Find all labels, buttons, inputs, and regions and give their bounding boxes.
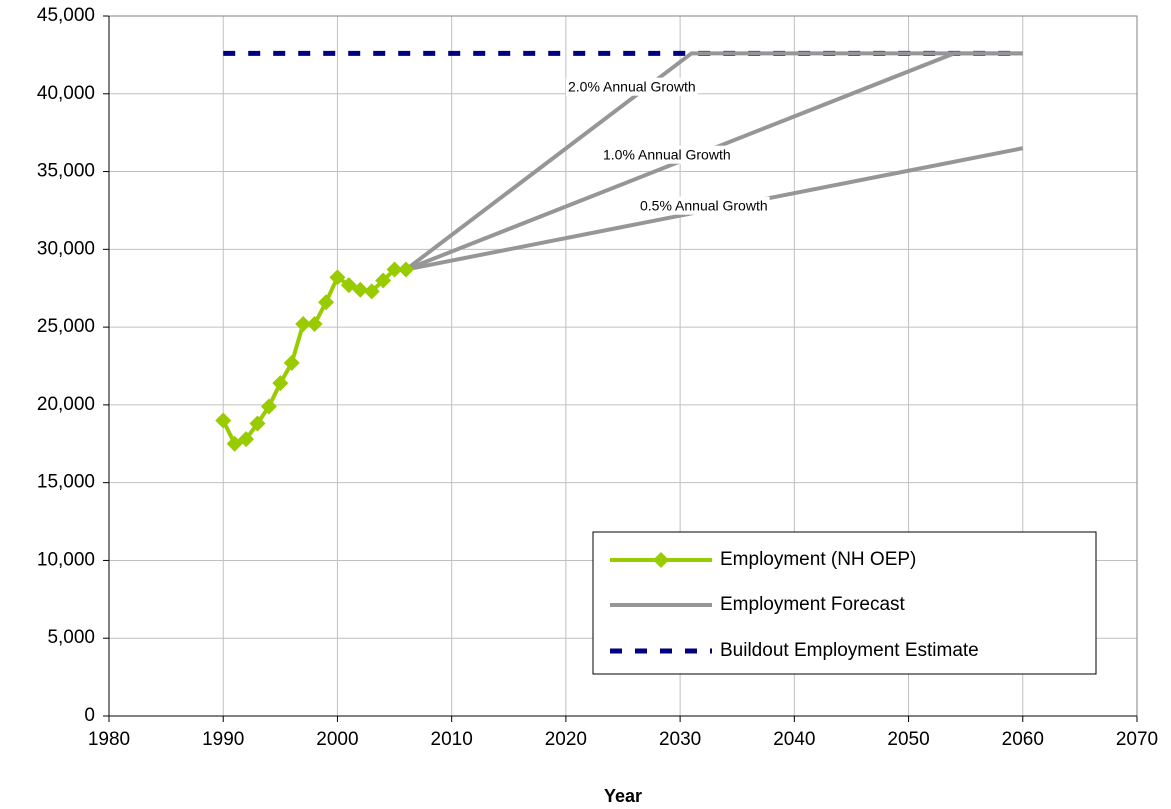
employment-marker <box>352 281 369 298</box>
x-tick-label: 1980 <box>88 729 130 750</box>
forecast-line <box>404 51 1023 272</box>
employment-marker <box>386 261 403 278</box>
employment-marker <box>215 412 232 429</box>
legend-label: Employment (NH OEP) <box>720 549 916 570</box>
x-tick-label: 2050 <box>887 729 929 750</box>
x-tick-label: 2020 <box>545 729 587 750</box>
employment-marker <box>238 431 255 448</box>
x-tick-label: 1990 <box>202 729 244 750</box>
employment-marker <box>260 398 277 415</box>
y-tick-label: 25,000 <box>37 316 95 337</box>
y-tick-label: 35,000 <box>37 161 95 182</box>
employment-marker <box>272 375 289 392</box>
employment-marker <box>283 354 300 371</box>
employment-marker <box>226 435 243 452</box>
x-tick-label: 2070 <box>1116 729 1158 750</box>
legend: Employment (NH OEP) Employment Forecast Bu… <box>592 531 1097 675</box>
annotation-bg <box>638 196 770 215</box>
employment-line <box>221 267 406 447</box>
y-tick-label: 0 <box>84 705 95 726</box>
line-annotation: 2.0% Annual Growth <box>568 79 696 95</box>
y-tick-label: 15,000 <box>37 472 95 493</box>
legend-label: Buildout Employment Estimate <box>720 640 979 661</box>
employment-marker <box>249 415 266 432</box>
employment-marker <box>306 316 323 332</box>
y-tick-label: 30,000 <box>37 238 95 259</box>
x-tick-label: 2010 <box>431 729 473 750</box>
y-tick-label: 20,000 <box>37 394 95 415</box>
forecast-line <box>405 51 1023 272</box>
employment-marker <box>318 294 335 311</box>
x-tick-label: 2040 <box>773 729 815 750</box>
x-tick-label: 2000 <box>316 729 358 750</box>
legend-marker <box>653 552 669 568</box>
employment-marker <box>375 272 392 289</box>
employment-marker <box>340 277 357 294</box>
y-tick-label: 45,000 <box>37 5 95 26</box>
annotation-bg <box>601 145 733 164</box>
line-annotation: 0.5% Annual Growth <box>640 198 768 214</box>
legend-label: Employment Forecast <box>720 594 906 615</box>
employment-marker <box>329 269 346 286</box>
y-tick-label: 10,000 <box>37 549 95 570</box>
x-tick-label: 2030 <box>659 729 701 750</box>
employment-marker <box>397 261 414 278</box>
y-tick-label: 40,000 <box>37 83 95 104</box>
annotation-bg <box>566 77 698 96</box>
employment-marker <box>295 316 312 332</box>
employment-marker <box>363 283 380 300</box>
y-tick-label: 5,000 <box>47 627 95 648</box>
x-axis-title: Year <box>604 786 642 806</box>
x-tick-label: 2060 <box>1002 729 1044 750</box>
line-annotation: 1.0% Annual Growth <box>603 147 731 163</box>
